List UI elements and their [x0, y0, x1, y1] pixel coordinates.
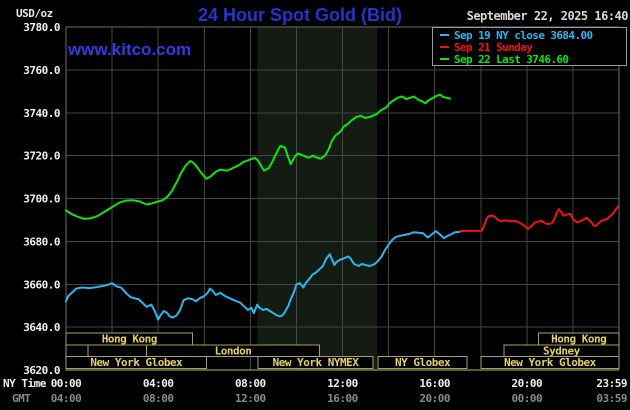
- legend-entry-label: Sep 19 NY close 3684.00: [454, 28, 593, 42]
- y-axis-tick-label: 3680.0: [23, 235, 60, 248]
- legend-dash-icon: [440, 46, 449, 48]
- legend-entry-label: Sep 22 Last 3746.60: [454, 52, 569, 66]
- y-axis-tick-label: 3640.0: [23, 321, 60, 334]
- legend-entry-2: Sep 22 Last 3746.60: [437, 52, 626, 66]
- gmt-tick-label: 12:00: [235, 392, 266, 405]
- price-line-sep19-friday: [65, 230, 461, 321]
- gmt-tick-label: 08:00: [143, 392, 174, 405]
- page-title: 24 Hour Spot Gold (Bid): [198, 5, 402, 25]
- session-label: London: [215, 344, 252, 357]
- unit-label: USD/oz: [16, 7, 53, 20]
- kitco-watermark-link[interactable]: www.kitco.com: [68, 40, 192, 59]
- ny-time-tick-label: 12:00: [327, 377, 358, 390]
- session-box: [480, 356, 620, 369]
- datetime-stamp: September 22, 2025 16:40: [466, 9, 629, 23]
- session-label: Hong Kong: [102, 333, 157, 346]
- gmt-tick-label: 03:59: [596, 392, 627, 405]
- session-box: [87, 344, 148, 358]
- ny-time-tick-label: 23:59: [596, 377, 627, 390]
- ny-time-axis-title: NY Time: [3, 377, 47, 390]
- session-box: [377, 356, 468, 369]
- y-axis-tick-label: 3780.0: [23, 21, 60, 34]
- y-axis-tick-label: 3740.0: [23, 107, 60, 120]
- gmt-tick-label: 16:00: [327, 392, 358, 405]
- gmt-axis-title: GMT: [12, 392, 31, 405]
- ny-time-tick-label: 20:00: [512, 377, 543, 390]
- y-axis-tick-label: 3700.0: [23, 193, 60, 206]
- legend-entry-label: Sep 21 Sunday: [454, 40, 533, 54]
- legend-entry-1: Sep 21 Sunday: [437, 40, 626, 54]
- y-axis-tick-label: 3760.0: [23, 64, 60, 77]
- gmt-tick-label: 04:00: [51, 392, 82, 405]
- y-axis-tick-label: 3620.0: [23, 364, 60, 377]
- session-label: New York Globex: [504, 356, 597, 369]
- session-box: [257, 356, 374, 369]
- session-box: [65, 356, 208, 369]
- session-box: [65, 344, 89, 358]
- y-axis-tick-label: 3720.0: [23, 150, 60, 163]
- session-label: Hong Kong: [551, 333, 606, 346]
- ny-time-tick-label: 00:00: [51, 377, 82, 390]
- session-label: Sydney: [543, 344, 581, 357]
- price-line-sep21-sunday: [459, 204, 620, 233]
- session-box: [146, 344, 320, 358]
- session-label: NY Globex: [395, 356, 451, 369]
- legend-dash-icon: [440, 34, 449, 36]
- y-axis-tick-label: 3660.0: [23, 278, 60, 291]
- session-label: New York Globex: [90, 356, 183, 369]
- ny-time-tick-label: 08:00: [235, 377, 266, 390]
- legend-entry-0: Sep 19 NY close 3684.00: [437, 28, 626, 42]
- price-line-sep22-today: [65, 93, 452, 220]
- ny-time-tick-label: 16:00: [419, 377, 450, 390]
- ny-time-tick-label: 04:00: [143, 377, 174, 390]
- gmt-tick-label: 20:00: [419, 392, 450, 405]
- session-label: New York NYMEX: [273, 356, 360, 369]
- gmt-tick-label: 00:00: [512, 392, 543, 405]
- legend-dash-icon: [440, 58, 449, 60]
- chart-legend: Sep 19 NY close 3684.00 Sep 21 Sunday Sep …: [432, 27, 627, 66]
